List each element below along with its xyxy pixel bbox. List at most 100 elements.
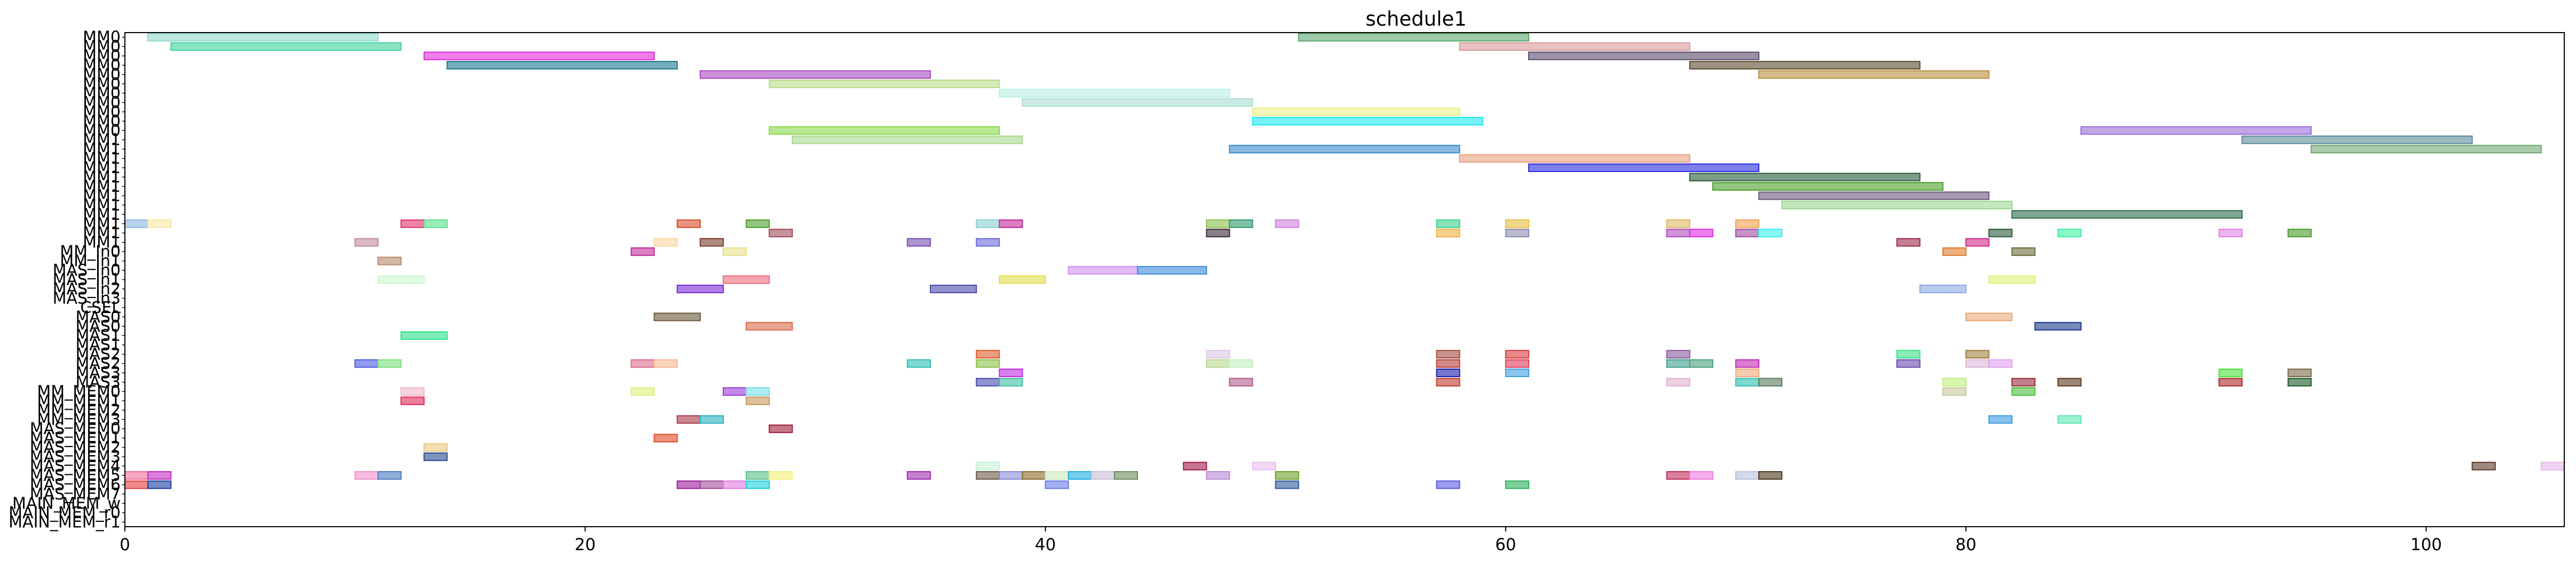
gantt-bar	[746, 219, 770, 228]
y-tick-label: MM0	[83, 66, 121, 84]
gantt-bar	[423, 443, 448, 452]
y-tick-label: MAS_MEM6	[30, 475, 121, 494]
gantt-bar	[400, 396, 425, 405]
gantt-bar	[976, 471, 1000, 480]
gantt-bar	[630, 387, 655, 396]
gantt-bar	[1229, 145, 1460, 154]
gantt-bar	[792, 135, 1023, 144]
gantt-bar	[170, 42, 402, 51]
y-tick-label: MM0	[83, 84, 121, 103]
y-tick-label: MM1	[83, 186, 121, 205]
y-tick-label: MM_MEM1	[37, 392, 121, 410]
gantt-bar	[1505, 359, 1529, 368]
y-tick-label: MM1	[83, 205, 121, 224]
y-tick-label: MM_MEM0	[37, 382, 121, 401]
gantt-bar	[400, 331, 448, 340]
y-tick-label: MAS_MEM3	[30, 448, 121, 466]
gantt-bar	[1136, 266, 1207, 275]
gantt-bar	[1735, 369, 1760, 378]
gantt-bar	[676, 284, 724, 293]
gantt-bar	[2287, 369, 2312, 378]
gantt-bar	[1045, 480, 1069, 489]
gantt-bar	[2540, 462, 2565, 471]
bars-layer	[124, 33, 2565, 489]
gantt-bar	[999, 275, 1046, 284]
y-tick-label: MM1	[83, 233, 121, 252]
y-tick-label: MM1	[83, 215, 121, 233]
gantt-bar	[423, 219, 448, 228]
gantt-bar	[746, 471, 770, 480]
y-tick-label: MAS0	[75, 317, 121, 336]
gantt-bar	[1666, 229, 1690, 238]
y-tick-label: MM0	[83, 37, 121, 56]
gantt-bar	[746, 322, 793, 331]
gantt-bar	[1758, 378, 1783, 387]
gantt-bar	[1689, 471, 1713, 480]
gantt-bar	[676, 480, 701, 489]
gantt-bar	[722, 247, 747, 256]
gantt-bar	[1735, 229, 1760, 238]
gantt-bar	[1735, 471, 1760, 480]
gantt-bar	[1436, 229, 1460, 238]
gantt-bar	[1735, 359, 1760, 368]
gantt-bar	[124, 471, 149, 480]
gantt-bar	[1666, 359, 1690, 368]
gantt-bar	[929, 284, 977, 293]
y-tick-label: MM1	[83, 140, 121, 159]
gantt-bar	[1045, 471, 1069, 480]
y-tick-label: MAS_MEM2	[30, 439, 121, 457]
gantt-bar	[377, 275, 425, 284]
gantt-bar	[976, 219, 1000, 228]
gantt-bar	[769, 424, 793, 433]
gantt-bar	[699, 480, 724, 489]
gantt-bar	[1459, 154, 1690, 163]
gantt-bar	[653, 238, 678, 247]
x-tick-label: 20	[575, 535, 596, 554]
gantt-bar	[2057, 378, 2082, 387]
gantt-bar	[906, 359, 931, 368]
gantt-bar	[400, 387, 425, 396]
gantt-bar	[377, 359, 402, 368]
y-tick-label: MAS_In3	[53, 289, 121, 308]
gantt-bar	[2471, 462, 2496, 471]
gantt-bar	[1206, 471, 1230, 480]
y-tick-label: MAIN_MEM_r0	[9, 504, 121, 522]
gantt-bar	[769, 471, 793, 480]
gantt-bar	[1988, 359, 2013, 368]
y-tick-label: MAS3	[75, 373, 121, 392]
y-tick-label: MM1	[83, 224, 121, 243]
gantt-bar	[1758, 471, 1783, 480]
gantt-bar	[976, 359, 1000, 368]
gantt-bar	[676, 415, 701, 424]
gantt-bar	[699, 238, 724, 247]
y-tick-label: MM_MEM2	[37, 401, 121, 420]
gantt-bar	[423, 452, 448, 462]
gantt-bar	[746, 396, 770, 405]
gantt-bar	[1113, 471, 1138, 480]
gantt-bar	[354, 471, 379, 480]
y-tick-label: MAS_MEM4	[30, 457, 121, 476]
gantt-bar	[1896, 359, 1921, 368]
gantt-bar	[147, 471, 172, 480]
y-tick-label: MM_In1	[60, 252, 121, 271]
gantt-bar	[2034, 322, 2082, 331]
gantt-bar	[1183, 462, 1207, 471]
gantt-bar	[1988, 275, 2036, 284]
y-tick-label: MM1	[83, 168, 121, 187]
y-tick-label: MAS_In0	[53, 261, 121, 280]
y-tick-label: MM_MEM3	[37, 410, 121, 429]
gantt-bar	[1735, 219, 1760, 228]
gantt-bar	[1436, 359, 1460, 368]
gantt-bar	[1206, 350, 1230, 359]
chart-title: schedule1	[1365, 7, 1466, 30]
gantt-bar	[1022, 98, 1253, 107]
gantt-bar	[2287, 229, 2312, 238]
gantt-bar	[976, 350, 1000, 359]
gantt-bar	[999, 89, 1230, 98]
gantt-bar	[423, 51, 655, 60]
gantt-bar	[676, 219, 701, 228]
y-tick-label: MM0	[83, 93, 121, 112]
gantt-bar	[400, 219, 425, 228]
y-tick-label: MM1	[83, 150, 121, 168]
